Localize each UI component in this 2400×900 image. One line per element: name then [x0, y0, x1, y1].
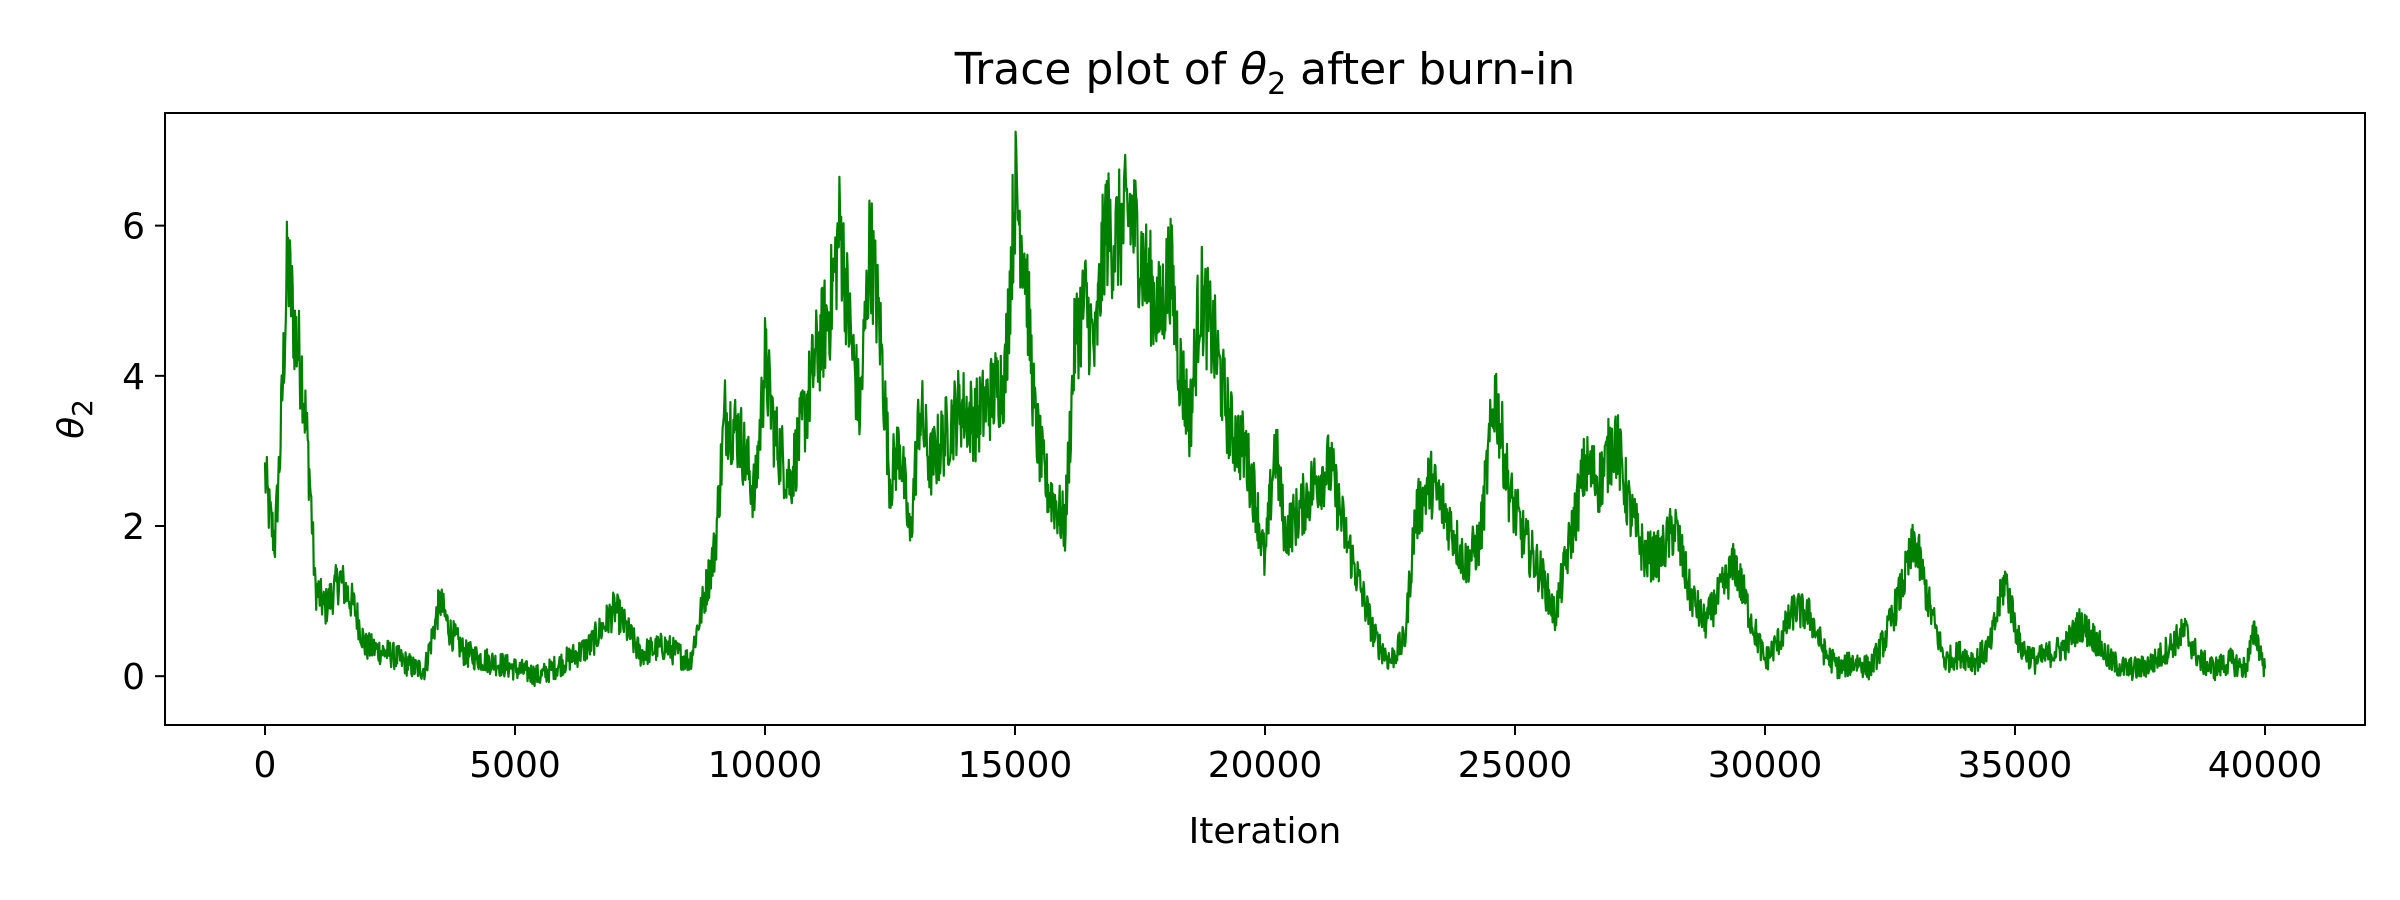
y-tick-label: 2	[122, 507, 145, 548]
y-axis-ticks: 0 2 4 6	[122, 207, 165, 698]
chart-title: Trace plot of θ2 after burn-in	[954, 44, 1576, 102]
x-axis-label: Iteration	[1189, 811, 1342, 852]
x-tick-label: 20000	[1208, 745, 1323, 786]
x-tick-label: 35000	[1958, 745, 2073, 786]
title-prefix: Trace plot of	[954, 44, 1240, 95]
y-tick-label: 6	[122, 207, 145, 248]
x-tick-label: 5000	[469, 745, 561, 786]
x-tick-label: 15000	[958, 745, 1073, 786]
x-tick-label: 10000	[708, 745, 823, 786]
x-tick-label: 30000	[1708, 745, 1823, 786]
ylabel-theta-symbol: θ	[51, 417, 92, 439]
title-suffix: after burn-in	[1286, 44, 1575, 95]
x-axis-ticks: 0 5000 10000 15000 20000 25000 30000 35000 40000	[254, 725, 2323, 786]
ylabel-subscript: 2	[66, 399, 99, 417]
x-tick-label: 25000	[1458, 745, 1573, 786]
x-tick-label: 40000	[2208, 745, 2323, 786]
axes-frame	[164, 112, 2366, 726]
title-theta-symbol: θ	[1240, 44, 1267, 95]
y-tick-label: 0	[122, 657, 145, 698]
trace-line	[263, 130, 2267, 687]
y-axis-label: θ2	[51, 399, 99, 439]
y-tick-label: 4	[122, 357, 145, 398]
plot-area	[164, 112, 2366, 726]
title-subscript: 2	[1267, 67, 1286, 102]
x-tick-label: 0	[254, 745, 277, 786]
